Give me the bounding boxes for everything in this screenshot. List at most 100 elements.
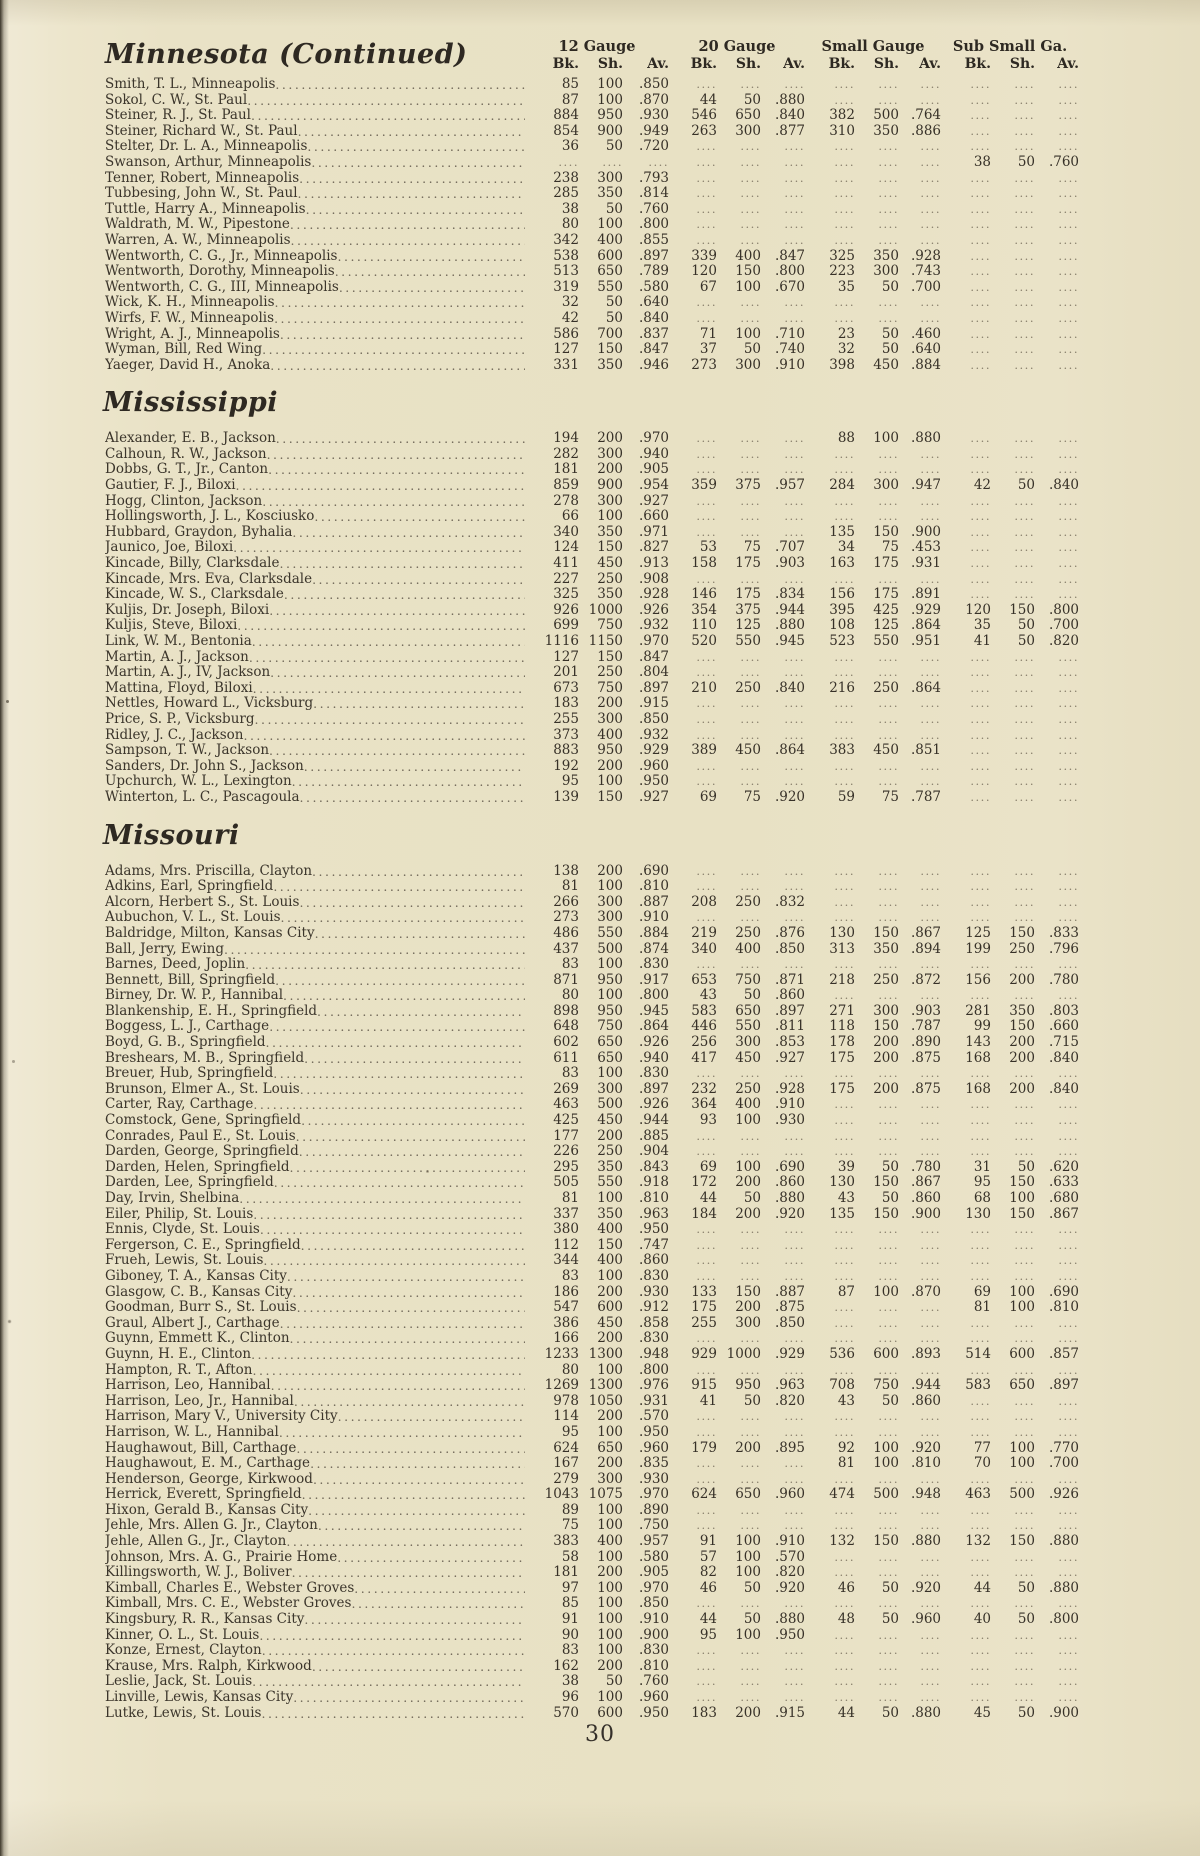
shooter-name: Nettles, Howard L., Vicksburg...........… [105,696,525,712]
shooter-name: Kuljis, Dr. Joseph, Biloxi..............… [105,603,525,619]
table-row: Guynn, H. E., Clinton...................… [105,1345,1085,1363]
stat-cell: 300 [873,263,899,280]
empty-cell: .... [970,1253,991,1268]
stat-cell: 143 [965,1034,991,1051]
table-row: Bennett, Bill, Springfield..............… [105,971,1085,989]
empty-cell: .... [696,957,717,972]
stat-cell: 950 [735,1377,761,1394]
empty-cell: .... [784,1409,805,1424]
empty-cell: .... [1014,1268,1035,1283]
stat-cell: 100 [735,325,761,342]
shooter-name: Wirfs, F. W., Minneapolis...............… [105,311,525,327]
empty-cell: .... [1058,1627,1079,1642]
stat-cell: 48 [837,1611,855,1628]
empty-cell: .... [878,1315,899,1330]
stat-cell: 273 [553,909,579,926]
stat-cell: .900 [910,1205,941,1222]
table-row: Smith, T. L., Minneapolis...............… [105,76,1085,93]
empty-cell: .... [740,1066,761,1081]
stat-cell: 450 [597,1314,623,1331]
empty-cell: .... [920,957,941,972]
empty-cell: .... [784,1253,805,1268]
empty-cell: .... [1014,139,1035,154]
stat-cell: .887 [774,1283,805,1300]
empty-cell: .... [834,727,855,742]
stat-cell: .870 [638,91,669,108]
stat-cell: 35 [837,278,855,295]
stat-cell: 139 [553,788,579,805]
empty-cell: .... [1014,92,1035,107]
stat-cell: 44 [837,1704,855,1721]
shooter-name: Ennis, Clyde, St. Louis.................… [105,1222,525,1238]
stat-cell: 100 [597,1501,623,1518]
stat-cell: .920 [774,788,805,805]
stat-cell: 583 [965,1377,991,1394]
empty-cell: .... [970,326,991,341]
empty-cell: .... [1014,1471,1035,1486]
empty-cell: .... [740,1658,761,1673]
empty-cell: .... [834,910,855,925]
empty-cell: .... [920,1627,941,1642]
stat-cell: 550 [873,633,899,649]
stat-cell: .867 [1048,1205,1079,1222]
stat-cell: .680 [1048,1190,1079,1206]
stat-cell: .880 [910,430,941,447]
stat-cell: 100 [597,1517,623,1534]
stat-cell: 85 [561,76,579,92]
table-header: Minnesota (Continued) 12 Gauge 20 Gauge Sm… [105,38,1085,72]
empty-cell: .... [920,1253,941,1268]
empty-cell: .... [834,1596,855,1611]
stat-cell: .950 [638,1704,669,1721]
empty-cell: .... [784,1144,805,1159]
stat-cell: .847 [774,247,805,264]
stat-cell: 156 [965,971,991,988]
stat-cell: .460 [910,325,941,342]
empty-cell: .... [696,696,717,711]
empty-cell: .... [834,1627,855,1642]
shooter-name: Ball, Jerry, Ewing......................… [105,942,525,958]
stat-cell: 650 [597,1049,623,1066]
empty-cell: .... [1014,696,1035,711]
column-group-label: 20 Gauge [698,38,776,55]
stat-cell: .960 [638,757,669,774]
stat-cell: 50 [881,1611,899,1628]
empty-cell: .... [740,431,761,446]
shooter-name: Martin, A. J., IV, Jackson..............… [105,665,525,681]
stat-cell: 183 [553,695,579,712]
empty-cell: .... [784,1471,805,1486]
empty-cell: .... [1014,1658,1035,1673]
empty-cell: .... [696,201,717,216]
empty-cell: .... [696,727,717,742]
stat-cell: .810 [910,1455,941,1472]
stat-cell: 550 [735,633,761,649]
column-subheader-label: Bk. [828,56,855,72]
empty-cell: .... [1058,957,1079,972]
stat-cell: .840 [774,107,805,124]
empty-cell: .... [784,77,805,91]
stat-cell: 200 [873,1080,899,1097]
stat-cell: .957 [638,1533,669,1550]
table-row: Leslie, Jack, St. Louis.................… [105,1674,1085,1690]
stat-cell: .837 [638,325,669,342]
stat-cell: 181 [553,1564,579,1581]
stat-cell: 750 [597,617,623,634]
empty-cell: .... [920,1066,941,1081]
stat-cell: .884 [638,924,669,941]
dot-leader: ........................................… [235,478,525,494]
empty-cell: .... [740,201,761,216]
stat-cell: 382 [829,107,855,124]
stat-cell: 300 [597,1080,623,1097]
stat-cell: 536 [829,1345,855,1362]
stat-cell: 92 [837,1439,855,1456]
table-row: Konze, Ernest, Clayton..................… [105,1643,1085,1659]
stat-cell: .949 [638,122,669,139]
shooter-name: Kinner, O. L., St. Louis................… [105,1627,525,1643]
stat-cell: 50 [605,1673,623,1690]
dot-leader: ........................................… [289,1331,525,1347]
stat-cell: 120 [965,601,991,618]
stat-cell: .633 [1048,1174,1079,1191]
shooter-name: Aubuchon, V. L., St. Louis..............… [105,910,525,926]
stat-cell: .910 [774,1096,805,1113]
state-section-title: Minnesota (Continued) [105,39,468,70]
stat-cell: 162 [553,1657,579,1674]
